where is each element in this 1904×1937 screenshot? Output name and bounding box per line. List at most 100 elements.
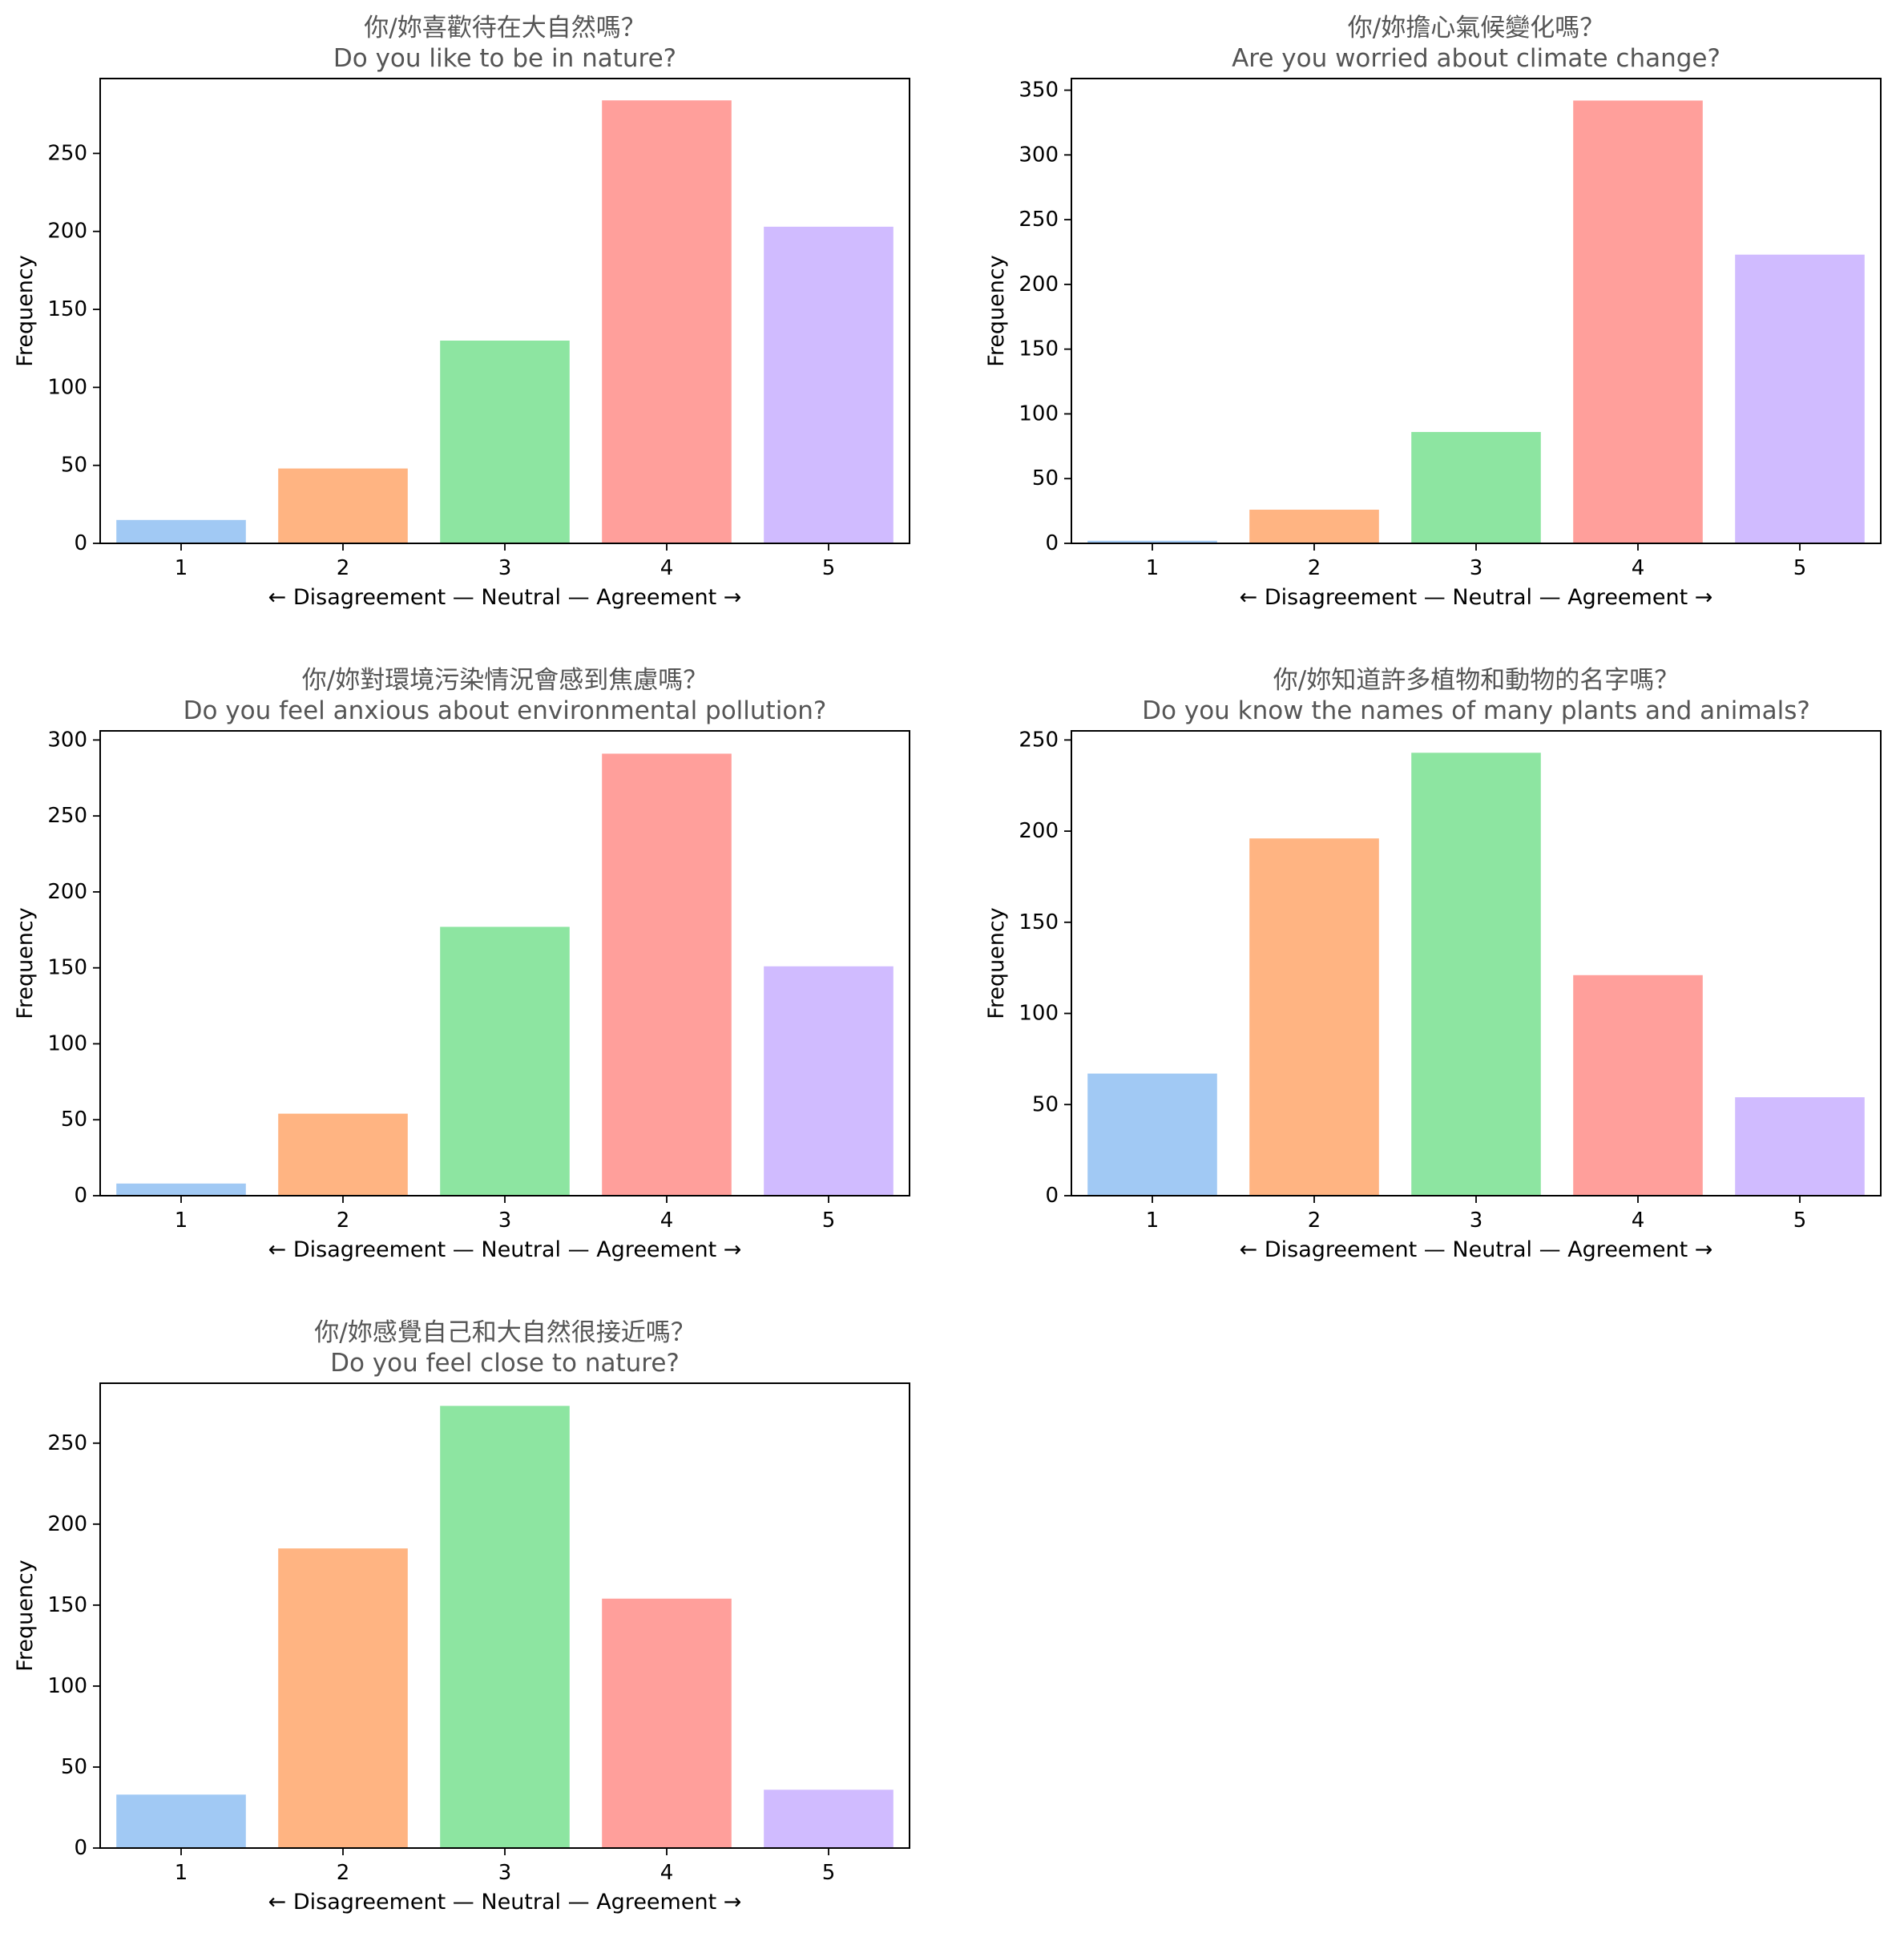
y-tick-label: 50 (1032, 466, 1059, 490)
chart-title-chinese: 你/妳喜歡待在大自然嗎？ (364, 14, 645, 42)
x-tick-label: 5 (822, 556, 836, 580)
chart-panel: 0 50 100 150 200 250 300 350 1 2 3 4 5 ← Disagreement… (984, 14, 1882, 610)
y-tick-label: 300 (47, 728, 87, 752)
chart-panel: 0 50 100 150 200 250 300 1 2 3 4 5 ← Disagreement — … (13, 666, 910, 1262)
bar (602, 1598, 732, 1848)
x-tick-label: 3 (1470, 1209, 1483, 1233)
y-tick-label: 100 (47, 1674, 87, 1698)
y-tick-label: 150 (47, 1593, 87, 1617)
y-tick-label: 200 (1019, 819, 1059, 843)
x-axis-label: ← Disagreement — Neutral — Agreement → (1240, 1237, 1713, 1262)
x-tick-label: 4 (1632, 556, 1645, 580)
y-axis-label: Frequency (984, 255, 1009, 367)
bar (1573, 975, 1703, 1196)
bar (116, 519, 246, 543)
bar (1573, 100, 1703, 543)
bar (440, 340, 570, 543)
bar (440, 926, 570, 1196)
x-tick-label: 3 (498, 1861, 512, 1885)
bar (1087, 540, 1217, 543)
y-axis-label: Frequency (13, 255, 38, 367)
y-tick-label: 50 (61, 1755, 87, 1779)
y-tick-label: 0 (1045, 1184, 1059, 1208)
chart-title-english: Do you feel close to nature? (330, 1349, 680, 1378)
y-tick-label: 250 (1019, 208, 1059, 232)
bar (116, 1183, 246, 1196)
x-tick-label: 2 (1308, 1209, 1321, 1233)
y-axis-label: Frequency (13, 907, 38, 1019)
x-tick-label: 5 (822, 1209, 836, 1233)
y-tick-label: 150 (1019, 910, 1059, 934)
bar (1735, 1097, 1865, 1196)
y-tick-label: 50 (61, 454, 87, 478)
y-tick-label: 0 (74, 1184, 87, 1208)
x-tick-label: 3 (498, 556, 512, 580)
x-tick-label: 1 (1146, 556, 1160, 580)
y-tick-label: 50 (1032, 1092, 1059, 1116)
y-tick-label: 100 (47, 375, 87, 399)
y-axis-label: Frequency (984, 907, 1009, 1019)
x-tick-label: 3 (1470, 556, 1483, 580)
y-tick-label: 200 (47, 220, 87, 244)
x-tick-label: 3 (498, 1209, 512, 1233)
y-tick-label: 150 (47, 297, 87, 321)
y-tick-label: 250 (47, 1431, 87, 1455)
y-tick-label: 0 (74, 531, 87, 555)
chart-title-english: Do you like to be in nature? (333, 44, 676, 73)
chart-title-chinese: 你/妳感覺自己和大自然很接近嗎？ (314, 1318, 695, 1347)
chart-title-english: Are you worried about climate change? (1232, 44, 1720, 73)
x-axis-label: ← Disagreement — Neutral — Agreement → (268, 585, 742, 610)
y-tick-label: 50 (61, 1108, 87, 1132)
x-tick-label: 4 (1632, 1209, 1645, 1233)
y-tick-label: 250 (1019, 728, 1059, 752)
bar (1249, 838, 1379, 1196)
y-tick-label: 250 (47, 141, 87, 165)
bar (1411, 753, 1541, 1196)
y-tick-label: 250 (47, 804, 87, 828)
bar (278, 468, 408, 543)
y-tick-label: 150 (1019, 337, 1059, 361)
y-tick-label: 0 (1045, 531, 1059, 555)
x-tick-label: 1 (175, 1209, 188, 1233)
y-tick-label: 200 (1019, 272, 1059, 297)
bar (764, 226, 894, 543)
x-tick-label: 5 (1793, 1209, 1807, 1233)
y-tick-label: 100 (1019, 1002, 1059, 1026)
bar (602, 753, 732, 1196)
bar (1087, 1073, 1217, 1196)
x-axis-label: ← Disagreement — Neutral — Agreement → (1240, 585, 1713, 610)
x-tick-label: 5 (822, 1861, 836, 1885)
chart-title-chinese: 你/妳對環境污染情況會感到焦慮嗎？ (302, 666, 708, 695)
x-tick-label: 4 (660, 1861, 674, 1885)
x-tick-label: 2 (1308, 556, 1321, 580)
x-tick-label: 4 (660, 556, 674, 580)
bar (116, 1794, 246, 1848)
bar (278, 1548, 408, 1848)
chart-title-chinese: 你/妳知道許多植物和動物的名字嗎？ (1273, 666, 1679, 695)
y-tick-label: 200 (47, 1512, 87, 1536)
chart-panel: 0 50 100 150 200 250 1 2 3 4 5 ← Disagreement — Neu… (13, 1318, 910, 1915)
y-tick-label: 300 (1019, 143, 1059, 167)
bar (764, 1790, 894, 1848)
y-tick-label: 200 (47, 880, 87, 904)
chart-title-chinese: 你/妳擔心氣候變化嗎？ (1348, 14, 1604, 42)
x-tick-label: 2 (337, 556, 350, 580)
x-tick-label: 5 (1793, 556, 1807, 580)
y-tick-label: 100 (47, 1031, 87, 1055)
bar (602, 100, 732, 544)
x-tick-label: 4 (660, 1209, 674, 1233)
y-axis-label: Frequency (13, 1560, 38, 1672)
chart-panel: 0 50 100 150 200 250 1 2 3 4 5 ← Disagreement — Neu… (984, 666, 1882, 1262)
y-tick-label: 100 (1019, 402, 1059, 426)
y-tick-label: 150 (47, 956, 87, 980)
bar (278, 1113, 408, 1196)
x-tick-label: 1 (175, 1861, 188, 1885)
bar (1249, 509, 1379, 543)
x-tick-label: 1 (1146, 1209, 1160, 1233)
chart-title-english: Do you feel anxious about environmental … (184, 696, 827, 725)
bar (764, 966, 894, 1196)
x-tick-label: 1 (175, 556, 188, 580)
bar (440, 1406, 570, 1848)
bar (1411, 432, 1541, 543)
